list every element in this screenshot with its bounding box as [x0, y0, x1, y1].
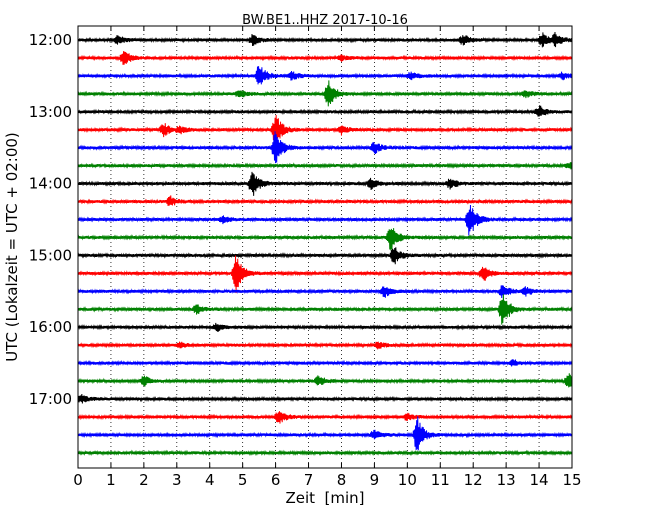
seismogram-traces	[77, 31, 573, 457]
x-tick-label: 6	[271, 471, 281, 489]
grid-lines	[110, 26, 540, 468]
x-axis-label: Zeit [min]	[285, 489, 364, 507]
seismogram-trace	[77, 204, 573, 236]
y-tick-label: 13:00	[29, 103, 72, 121]
y-axis-ticks: 12:00 13:00 14:00 15:00 16:00 17:00	[29, 31, 572, 408]
y-tick-label: 17:00	[29, 390, 72, 408]
y-tick-label: 14:00	[29, 175, 72, 193]
seismogram-trace	[77, 31, 573, 48]
seismogram-trace	[77, 171, 573, 196]
x-axis-ticks: 0 1 2 3 4 5 6 7 8 9 10 11 12 13 14 15	[73, 26, 582, 489]
x-tick-label: 15	[562, 471, 581, 489]
seismogram-trace	[77, 66, 573, 85]
x-tick-label: 7	[304, 471, 314, 489]
seismogram-trace	[77, 393, 573, 404]
y-tick-label: 12:00	[29, 31, 72, 49]
x-tick-label: 13	[497, 471, 516, 489]
x-tick-label: 10	[398, 471, 417, 489]
x-tick-label: 0	[73, 471, 83, 489]
x-tick-label: 14	[530, 471, 549, 489]
seismogram-trace	[77, 115, 573, 146]
y-tick-label: 15:00	[29, 246, 72, 264]
seismogram-trace	[77, 255, 573, 294]
x-tick-label: 11	[431, 471, 450, 489]
seismogram-trace	[77, 341, 573, 350]
x-tick-label: 12	[464, 471, 483, 489]
seismogram-trace	[77, 359, 573, 367]
seismogram-trace	[77, 449, 573, 457]
x-tick-label: 9	[370, 471, 380, 489]
seismogram-trace	[77, 105, 573, 117]
seismogram-trace	[77, 373, 573, 388]
x-tick-label: 4	[205, 471, 215, 489]
y-axis-label: UTC (Lokalzeit = UTC + 02:00)	[3, 132, 21, 362]
x-tick-label: 3	[172, 471, 182, 489]
plot-frame	[77, 25, 573, 469]
seismogram-trace	[77, 322, 573, 332]
x-tick-label: 2	[139, 471, 149, 489]
seismogram-trace	[77, 228, 573, 251]
y-tick-label: 16:00	[29, 318, 72, 336]
seismogram-trace	[77, 285, 573, 299]
seismogram-trace	[77, 247, 573, 265]
seismogram-trace	[77, 416, 573, 451]
seismogram-trace	[77, 294, 573, 325]
x-tick-label: 8	[337, 471, 347, 489]
seismogram-trace	[77, 80, 573, 107]
seismogram-trace	[77, 131, 573, 164]
x-tick-label: 5	[238, 471, 248, 489]
seismogram-trace	[77, 411, 573, 424]
x-tick-label: 1	[106, 471, 116, 489]
chart-title: BW.BE1..HHZ 2017-10-16	[242, 13, 408, 28]
seismogram-trace	[77, 162, 573, 170]
seismogram-trace	[77, 51, 573, 65]
seismogram-trace	[77, 195, 573, 206]
